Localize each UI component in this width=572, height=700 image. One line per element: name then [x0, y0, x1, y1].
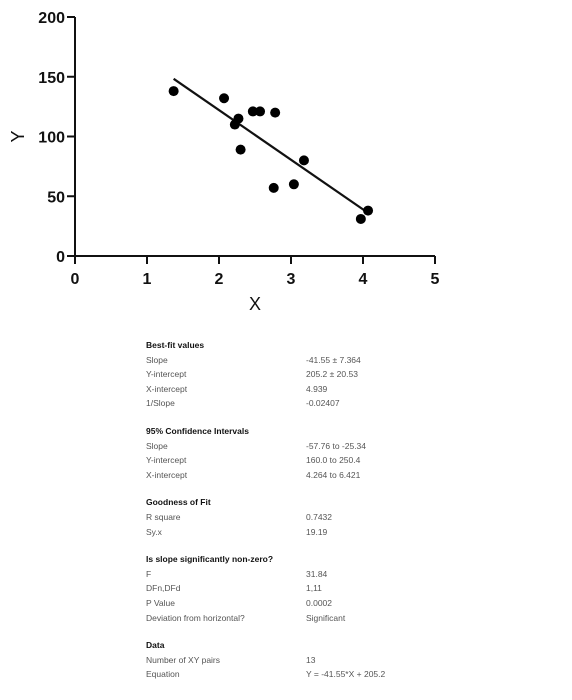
x-tick-label: 1 [143, 271, 152, 288]
stats-label: F [146, 568, 152, 579]
stats-value: 0.0002 [306, 597, 332, 608]
data-point [255, 106, 266, 117]
stats-value: 0.7432 [306, 511, 332, 522]
stats-section: Data Number of XY pairs 13 Equation Y = -41.… [146, 638, 446, 682]
stats-row: Deviation from horizontal? Significant [146, 611, 446, 626]
stats-row: P Value 0.0002 [146, 596, 446, 611]
stats-section: 95% Confidence Intervals Slope -57.76 to -… [146, 424, 446, 482]
y-tick-label: 0 [56, 249, 65, 266]
stats-value: 19.19 [306, 526, 328, 537]
y-tick-label: 150 [38, 70, 65, 87]
stats-section-title: Goodness of Fit [146, 497, 211, 508]
data-point [168, 86, 179, 97]
y-tick-label: 200 [38, 10, 65, 27]
data-point [233, 113, 244, 124]
stats-row: Sy.x 19.19 [146, 525, 446, 540]
stats-label: Equation [146, 669, 180, 680]
scatter-chart: 0 50 100 150 200 0 1 2 3 4 5 X Y [8, 10, 440, 314]
x-tick-label: 5 [431, 271, 440, 288]
fit-line [173, 77, 369, 214]
fit-line-group [173, 77, 369, 214]
stats-value: 205.2 ± 20.53 [306, 369, 358, 380]
stats-value: Y = -41.55*X + 205.2 [306, 669, 386, 680]
stats-label: Deviation from horizontal? [146, 612, 245, 623]
stats-row: F 31.84 [146, 567, 446, 582]
regression-results: Best-fit values Slope -41.55 ± 7.364 Y-inte… [146, 338, 446, 695]
data-point [219, 93, 230, 104]
stats-value: Significant [306, 612, 346, 623]
data-point [235, 144, 246, 155]
stats-row: Y-intercept 160.0 to 250.4 [146, 453, 446, 468]
data-point [288, 179, 299, 190]
x-tick-label: 2 [215, 271, 224, 288]
stats-section-title: 95% Confidence Intervals [146, 425, 249, 436]
stats-value: 160.0 to 250.4 [306, 455, 361, 466]
stats-value: 1,11 [306, 583, 322, 594]
y-tick-label: 50 [47, 189, 65, 206]
stats-row: Slope -57.76 to -25.34 [146, 439, 446, 454]
stats-row: Equation Y = -41.55*X + 205.2 [146, 667, 446, 682]
stats-value: 4.264 to 6.421 [306, 469, 361, 480]
chart-axes [67, 17, 435, 264]
stats-row: Slope -41.55 ± 7.364 [146, 353, 446, 368]
y-axis-label: Y [8, 130, 28, 142]
stats-label: Sy.x [146, 526, 162, 537]
stats-row: Number of XY pairs 13 [146, 653, 446, 668]
chart-ticks: 0 50 100 150 200 0 1 2 3 4 5 [38, 10, 439, 288]
stats-label: Slope [146, 354, 168, 365]
data-point [355, 213, 366, 224]
data-point [298, 155, 309, 166]
stats-value: -41.55 ± 7.364 [306, 354, 361, 365]
data-point [247, 106, 258, 117]
y-tick-label: 100 [38, 130, 65, 147]
stats-section-title: Best-fit values [146, 340, 205, 350]
stats-row: X-intercept 4.264 to 6.421 [146, 468, 446, 483]
x-tick-label: 3 [287, 271, 296, 288]
data-point [270, 107, 281, 118]
stats-section-title: Data [146, 640, 165, 651]
stats-value: 13 [306, 654, 316, 665]
x-tick-label: 4 [359, 271, 368, 288]
stats-value: -57.76 to -25.34 [306, 440, 367, 451]
stats-section-title: Is slope significantly non-zero? [146, 554, 274, 565]
data-point [363, 205, 374, 216]
stats-row: Y-intercept 205.2 ± 20.53 [146, 367, 446, 382]
stats-value: 4.939 [306, 383, 328, 394]
stats-value: 31.84 [306, 568, 328, 579]
stats-row: R square 0.7432 [146, 510, 446, 525]
stats-label: R square [146, 511, 181, 522]
stats-label: 1/Slope [146, 398, 175, 409]
stats-section: Goodness of Fit R square 0.7432 Sy.x 19.19 [146, 495, 446, 539]
stats-row: 1/Slope -0.02407 [146, 396, 446, 411]
stats-label: X-intercept [146, 469, 188, 480]
x-axis-label: X [249, 294, 261, 314]
stats-label: Y-intercept [146, 369, 187, 380]
stats-row: DFn,DFd 1,11 [146, 581, 446, 596]
stats-value: -0.02407 [306, 398, 340, 409]
stats-label: P Value [146, 597, 175, 608]
stats-label: Slope [146, 440, 168, 451]
stats-section: Best-fit values Slope -41.55 ± 7.364 Y-inte… [146, 338, 446, 411]
stats-label: Y-intercept [146, 455, 187, 466]
stats-label: DFn,DFd [146, 583, 181, 594]
stats-section: Is slope significantly non-zero? F 31.84 DF… [146, 552, 446, 625]
stats-row: X-intercept 4.939 [146, 382, 446, 397]
stats-label: X-intercept [146, 383, 188, 394]
data-point [268, 182, 279, 193]
x-tick-label: 0 [71, 271, 80, 288]
data-points [168, 86, 374, 224]
stats-label: Number of XY pairs [146, 654, 221, 665]
